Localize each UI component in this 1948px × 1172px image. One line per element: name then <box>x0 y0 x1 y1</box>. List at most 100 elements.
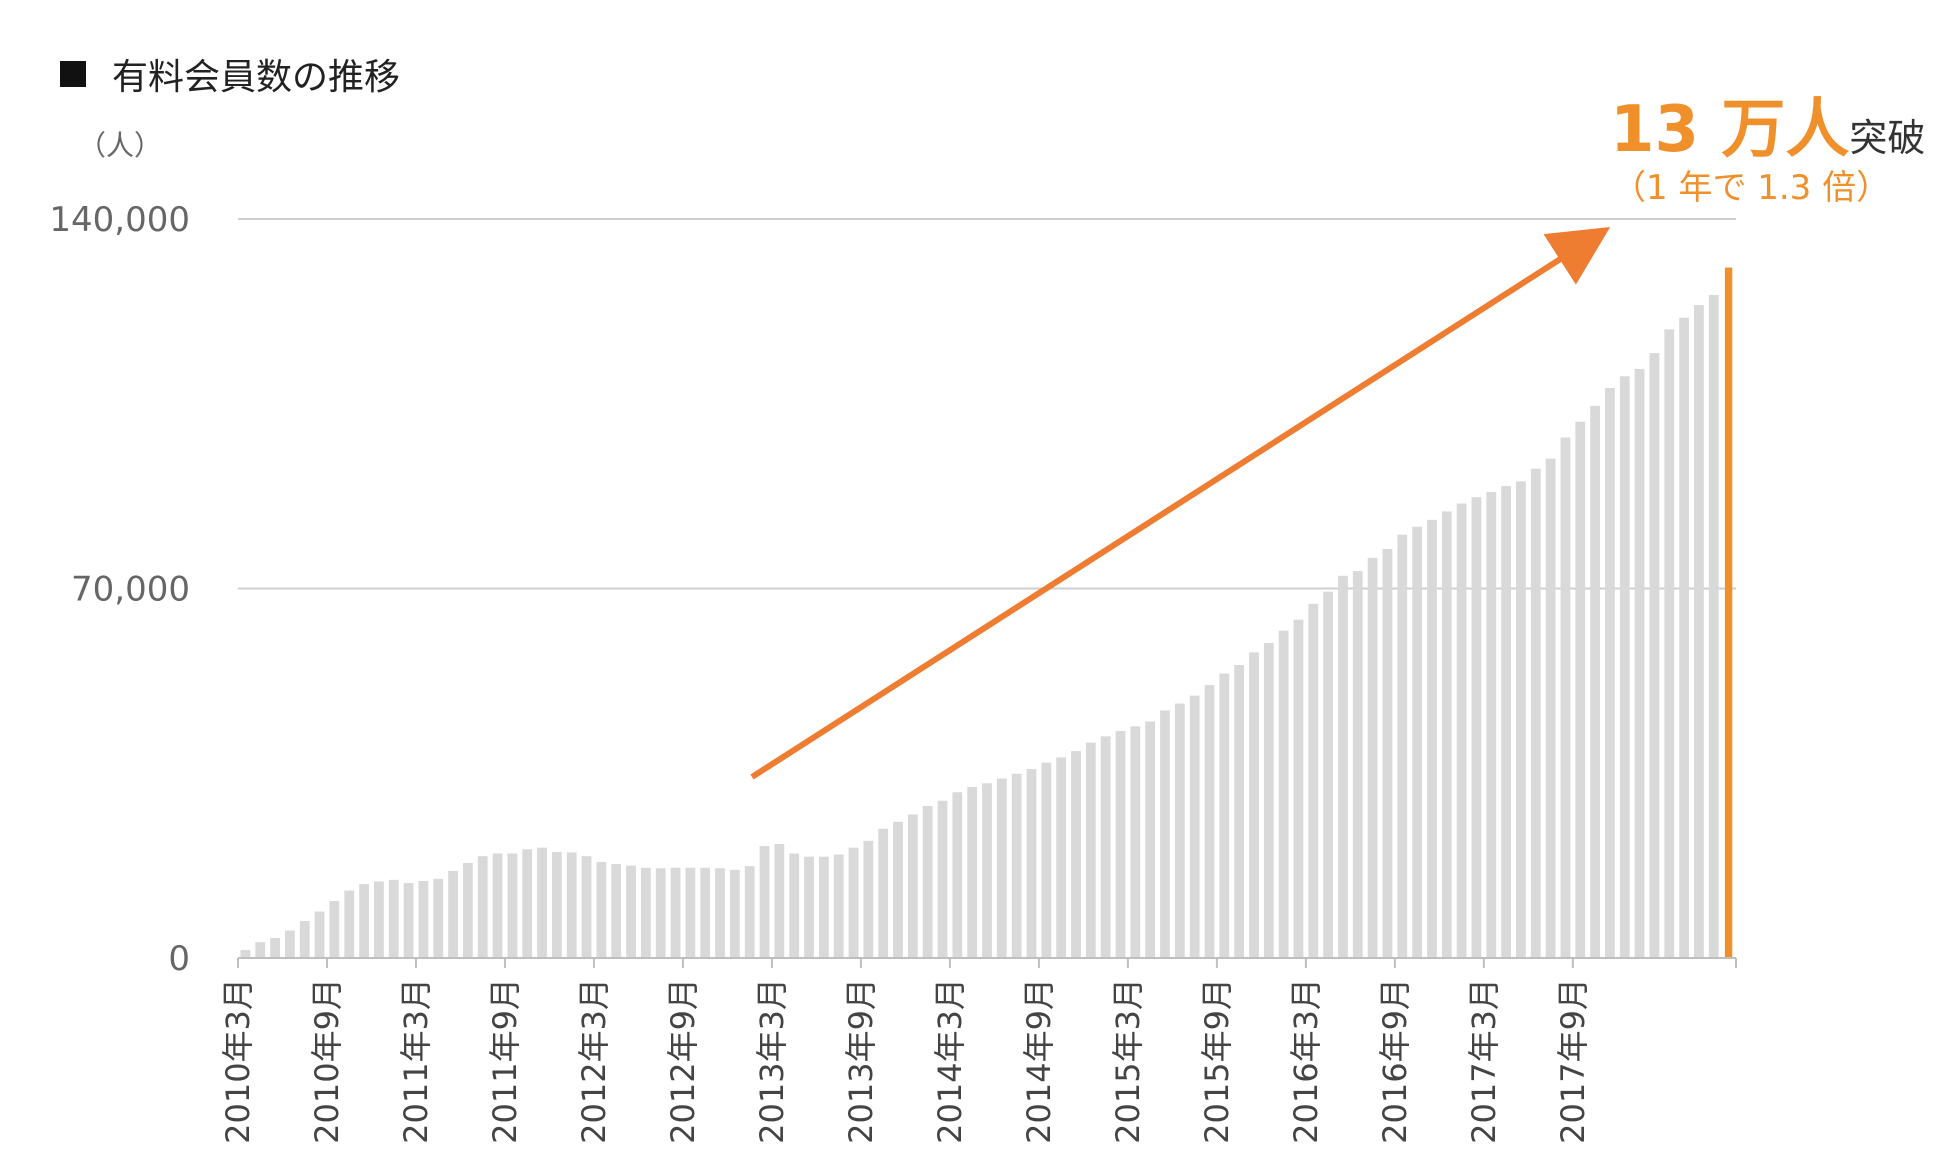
x-tick-label: 2010年9月 <box>308 978 346 1144</box>
bar <box>1605 387 1615 958</box>
bar <box>1367 557 1378 958</box>
x-axis: 2010年3月 2010年9月 2011年3月 2011年9月 2012年3月 2012年… <box>219 957 1737 1144</box>
y-tick-label: 70,000 <box>71 570 190 610</box>
bar <box>374 881 384 958</box>
bar <box>1219 673 1230 958</box>
bar <box>507 853 518 958</box>
bar <box>1427 519 1437 958</box>
bar <box>1160 710 1170 958</box>
x-tick-label: 2015年3月 <box>1109 978 1147 1144</box>
growth-callout: 13 万人突破 <box>1610 78 1925 170</box>
x-tick-label: 2017年9月 <box>1554 978 1592 1144</box>
y-tick-label: 0 <box>168 939 190 979</box>
bar <box>1056 757 1067 958</box>
bar <box>863 840 874 958</box>
bar <box>1026 769 1037 958</box>
bar <box>477 856 488 958</box>
bar <box>611 864 622 958</box>
bar <box>285 930 295 958</box>
bar <box>1634 368 1645 958</box>
bar <box>996 778 1007 958</box>
bar <box>403 883 414 958</box>
bar <box>566 852 577 958</box>
bar <box>700 867 711 958</box>
bar <box>818 856 829 958</box>
x-tick-label: 2015年9月 <box>1198 978 1236 1144</box>
bar <box>537 847 547 958</box>
bar <box>1130 726 1141 958</box>
bar <box>1323 591 1334 958</box>
bar <box>1708 295 1719 958</box>
bar <box>893 821 903 958</box>
bar <box>1100 736 1111 958</box>
bar <box>1174 703 1185 958</box>
bar <box>1397 534 1408 958</box>
bar <box>729 869 740 958</box>
bar <box>626 865 636 958</box>
bar <box>1352 571 1363 958</box>
bar <box>967 786 978 958</box>
bar <box>1664 329 1675 958</box>
x-tick-label: 2010年3月 <box>219 978 257 1144</box>
bar <box>804 856 814 958</box>
bar <box>1041 762 1052 958</box>
bar <box>314 911 325 958</box>
bar <box>299 921 310 958</box>
bar <box>982 783 992 958</box>
callout-sub: （1 年で 1.3 倍） <box>1612 168 1891 208</box>
bar <box>344 890 355 958</box>
x-tick-label: 2013年9月 <box>842 978 880 1144</box>
bar <box>1545 458 1556 958</box>
y-tick-label: 140,000 <box>49 200 190 240</box>
bar <box>670 867 681 958</box>
bar-latest <box>1724 267 1733 958</box>
bar <box>596 861 607 958</box>
bar <box>255 942 266 958</box>
bar <box>1441 511 1452 958</box>
bar <box>1189 695 1200 958</box>
bar <box>1234 665 1245 958</box>
bar <box>907 814 918 958</box>
bar <box>878 828 889 958</box>
bar <box>388 879 399 958</box>
bar <box>1293 619 1304 958</box>
bar <box>1382 548 1393 958</box>
bar <box>685 867 696 958</box>
bar <box>462 862 473 958</box>
bar <box>952 792 963 958</box>
callout-main: 13 万人 <box>1610 93 1850 167</box>
bar <box>833 854 844 958</box>
bar <box>640 867 651 958</box>
bar <box>551 851 562 958</box>
square-bullet-icon <box>60 61 86 87</box>
bar <box>922 805 933 958</box>
bar <box>1694 305 1704 958</box>
bar <box>1249 652 1259 958</box>
bar <box>329 900 340 958</box>
bar <box>1560 437 1571 959</box>
bar <box>581 856 592 958</box>
trend-arrow <box>750 227 1611 780</box>
x-tick-label: 2017年3月 <box>1465 978 1503 1144</box>
bar <box>848 847 859 958</box>
bar <box>937 800 948 958</box>
bar <box>492 853 503 958</box>
bar <box>240 950 251 958</box>
bar <box>789 853 800 958</box>
bar <box>1649 353 1660 959</box>
bar <box>1338 575 1348 958</box>
bar <box>1486 491 1497 958</box>
chart-title: 有料会員数の推移 <box>60 48 400 100</box>
x-tick-label: 2013年3月 <box>753 978 791 1144</box>
bar <box>1575 421 1586 958</box>
bar <box>1471 497 1482 958</box>
bar <box>1456 503 1467 958</box>
x-tick-label: 2016年9月 <box>1376 978 1414 1144</box>
bar <box>448 870 458 958</box>
bar <box>270 937 280 958</box>
bar <box>1115 731 1126 958</box>
bar <box>1308 603 1319 958</box>
bar <box>1590 405 1600 958</box>
bar <box>418 880 429 958</box>
